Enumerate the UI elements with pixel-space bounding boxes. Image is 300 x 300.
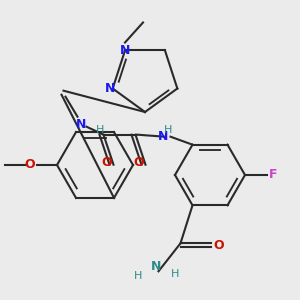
Text: O: O — [214, 239, 224, 252]
Text: N: N — [158, 130, 169, 143]
Text: H: H — [95, 125, 104, 135]
Text: O: O — [101, 156, 112, 169]
Text: N: N — [76, 118, 87, 131]
Text: O: O — [133, 156, 144, 169]
Text: H: H — [164, 125, 173, 135]
Text: N: N — [151, 260, 162, 273]
Text: N: N — [120, 44, 130, 57]
Text: N: N — [104, 82, 115, 95]
Text: H: H — [134, 271, 142, 281]
Text: H: H — [170, 269, 179, 279]
Text: F: F — [269, 169, 278, 182]
Text: O: O — [24, 158, 35, 172]
